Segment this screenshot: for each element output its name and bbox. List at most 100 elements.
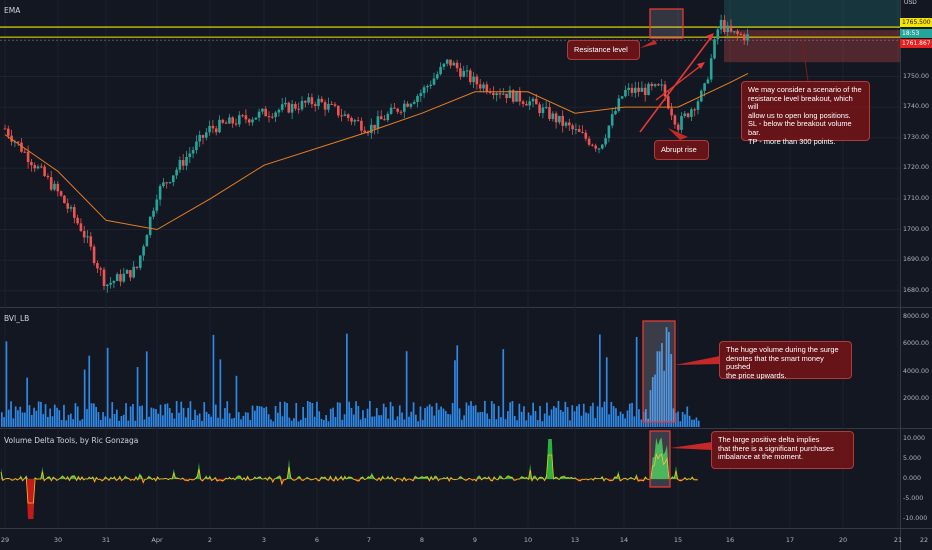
candle-body: [346, 114, 350, 118]
volume-bar: [258, 406, 261, 427]
candle-body: [403, 103, 406, 112]
candle-body: [79, 223, 83, 232]
candle-body: [574, 129, 578, 131]
volume-bar: [557, 400, 560, 427]
candle-body: [228, 117, 231, 124]
volume-bar: [35, 410, 38, 427]
candle-body: [76, 217, 79, 224]
volume-bar: [619, 411, 622, 427]
candle-body: [617, 98, 621, 111]
volume-bar: [214, 404, 217, 427]
volume-bar: [286, 403, 288, 427]
time-tick-label: 29: [0, 536, 10, 544]
volume-bar: [81, 419, 84, 427]
volume-bar: [654, 374, 656, 427]
volume-bar: [288, 417, 291, 427]
candle-body: [287, 102, 291, 113]
delta-note-pointer: [670, 442, 712, 450]
volume-bar: [228, 413, 231, 427]
time-tick-label: Apr: [151, 536, 163, 544]
volume-bar: [306, 400, 309, 427]
volume-bar: [562, 411, 564, 427]
volume-bar: [412, 402, 415, 427]
volume-bar: [435, 402, 438, 427]
volume-bar: [665, 327, 668, 427]
candle-body: [640, 87, 644, 92]
volume-bar: [274, 405, 277, 427]
delta-pane-title: Volume Delta Tools, by Ric Gonzaga: [4, 436, 139, 445]
time-tick-label: 20: [838, 536, 848, 544]
volume-bar: [520, 411, 523, 427]
volume-bar: [385, 407, 387, 427]
candle-body: [234, 123, 238, 125]
volume-bar: [566, 407, 569, 427]
candle-body: [393, 107, 396, 109]
candle-body: [112, 281, 116, 283]
volume-bar: [88, 355, 91, 427]
volume-bar: [449, 414, 452, 427]
volume-bar: [405, 351, 408, 427]
volume-bar: [187, 407, 189, 427]
candle-body: [181, 160, 185, 166]
volume-bar: [346, 333, 348, 427]
candle-body: [535, 98, 538, 105]
volume-bar: [300, 419, 302, 427]
volume-bar: [382, 403, 385, 427]
candle-body: [208, 125, 211, 133]
candle-body: [13, 141, 17, 143]
candle-body: [363, 130, 366, 133]
candle-body: [587, 138, 591, 145]
candle-body: [59, 191, 63, 196]
candle-body: [238, 115, 241, 125]
volume-bar: [428, 404, 431, 427]
take-profit-zone: [724, 0, 900, 29]
volume-bar: [198, 413, 201, 427]
candle-body: [132, 266, 135, 278]
candle-body: [690, 109, 693, 117]
volume-bar: [681, 412, 684, 427]
candle-body: [109, 282, 112, 285]
volume-tick-label: 8000.00: [903, 312, 930, 320]
volume-bar: [283, 401, 286, 427]
volume-bar: [605, 357, 608, 427]
volume-bar: [415, 414, 417, 427]
candle-body: [191, 150, 195, 154]
volume-bar: [37, 401, 40, 427]
time-tick-label: 6: [314, 536, 320, 544]
volume-bar: [113, 413, 116, 427]
price-tick-label: 1690.00: [903, 256, 930, 264]
time-tick-label: 22: [919, 536, 929, 544]
candle-body: [396, 108, 399, 112]
volume-bar: [534, 410, 537, 427]
volume-bar: [389, 401, 392, 427]
volume-bar: [672, 408, 675, 427]
volume-bar: [313, 416, 316, 427]
volume-bar: [152, 408, 155, 427]
candle-body: [693, 109, 696, 111]
price-tick-label: 1700.00: [903, 225, 930, 233]
time-tick-label: 2: [207, 536, 213, 544]
volume-bar: [504, 419, 507, 427]
volume-bar: [201, 420, 203, 427]
volume-bar: [674, 412, 677, 427]
candle-body: [323, 102, 327, 110]
candle-body: [142, 246, 145, 256]
volume-bar: [97, 412, 100, 427]
volume-bar: [279, 401, 281, 427]
volume-bar: [513, 415, 516, 427]
volume-bar: [582, 403, 585, 427]
candle-body: [502, 93, 505, 95]
volume-bar: [244, 412, 247, 427]
volume-bar: [106, 347, 109, 427]
volume-bar: [373, 416, 376, 427]
volume-bar: [210, 416, 212, 427]
volume-bar: [281, 416, 284, 427]
volume-bar: [638, 409, 640, 427]
volume-bar: [484, 400, 486, 427]
volume-bar: [148, 416, 150, 427]
volume-bar: [79, 420, 81, 427]
volume-bar: [219, 359, 222, 427]
volume-bar: [226, 401, 229, 427]
candle-body: [36, 166, 40, 169]
